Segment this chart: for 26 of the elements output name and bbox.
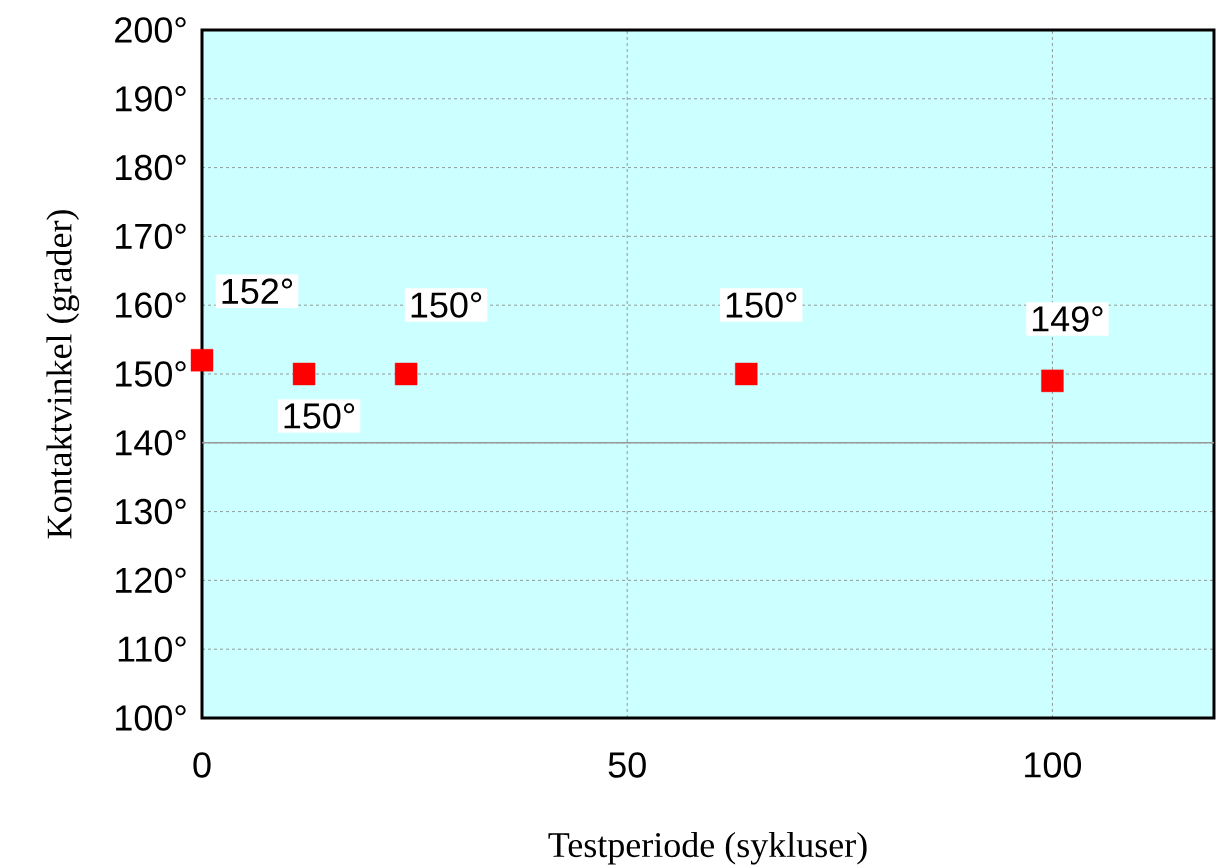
point xyxy=(190,349,214,372)
y-tick-label: 160° xyxy=(116,292,186,318)
y-tick-label: 100° xyxy=(116,705,186,731)
point xyxy=(292,362,316,386)
x-tick-label: 0 xyxy=(193,752,211,778)
y-tick-label: 110° xyxy=(118,636,186,662)
data-label: 150° xyxy=(284,403,355,429)
y-axis-title: Kontaktvinkel (grader) xyxy=(46,210,80,539)
y-tick-label: 170° xyxy=(116,223,186,250)
y-tick-label: 190° xyxy=(116,86,186,112)
data-label: 150° xyxy=(726,292,797,318)
y-tick-label: 200° xyxy=(115,17,186,43)
y-tick-label: 130° xyxy=(116,498,186,525)
data-label: 152° xyxy=(222,278,293,305)
y-tick-label: 140° xyxy=(116,430,186,456)
point xyxy=(735,362,758,386)
point xyxy=(1041,369,1064,393)
x-tick-label: 100 xyxy=(1025,752,1082,778)
data-label: 150° xyxy=(411,292,482,318)
x-tick-label: 50 xyxy=(608,752,646,778)
x-axis-title: Testperiode (sykluser) xyxy=(548,831,867,865)
y-tick-label: 120° xyxy=(116,567,186,594)
data-label: 149° xyxy=(1032,306,1103,332)
y-tick-label: 150° xyxy=(116,361,186,387)
y-tick-label: 180° xyxy=(116,154,186,181)
point xyxy=(394,362,418,386)
